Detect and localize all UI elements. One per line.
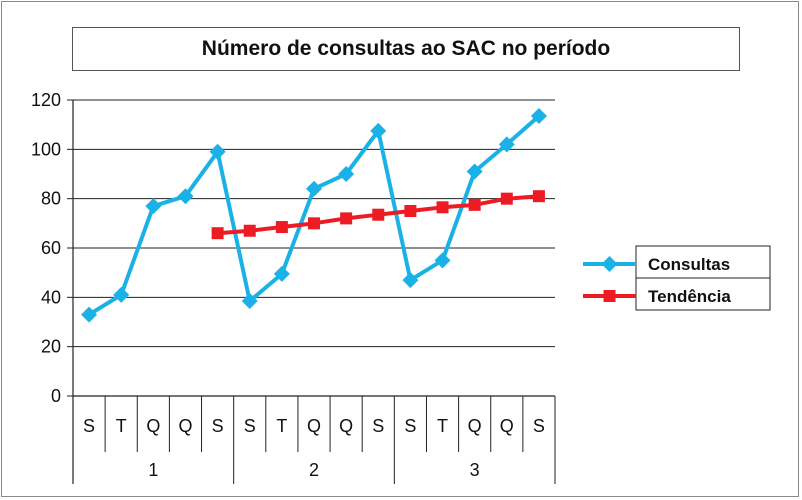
legend-label: Consultas	[648, 255, 730, 274]
x-group-label-1: 1	[148, 460, 158, 480]
x-category-label: S	[533, 416, 545, 436]
y-axis-ticks: 0 20 40 60 80 100 120	[31, 90, 73, 406]
data-point	[468, 198, 481, 211]
series-group	[81, 108, 547, 323]
y-tick-label-40: 40	[41, 287, 61, 307]
data-point	[338, 166, 355, 182]
data-point	[498, 136, 515, 153]
x-category-label: T	[276, 416, 287, 436]
x-category-label: Q	[468, 416, 482, 436]
series-tendência	[211, 190, 545, 240]
x-category-label: S	[244, 416, 256, 436]
y-tick-label-120: 120	[31, 90, 61, 110]
data-point	[436, 201, 449, 214]
series-consultas	[81, 108, 547, 323]
data-point	[308, 217, 320, 230]
legend: Consultas Tendência	[583, 245, 771, 311]
data-point	[241, 293, 258, 310]
x-group-label-3: 3	[470, 460, 480, 480]
legend-marker	[603, 290, 616, 302]
y-tick-label-20: 20	[41, 337, 61, 357]
data-point	[402, 272, 419, 289]
x-category-label: S	[404, 416, 416, 436]
data-point	[532, 190, 545, 203]
data-point	[306, 180, 322, 197]
data-point	[211, 227, 224, 240]
gridlines	[73, 99, 555, 348]
data-point	[113, 286, 130, 303]
x-axis-categories: S T Q Q S S T Q Q S S T Q Q S1 2 3	[72, 396, 556, 484]
x-category-label: Q	[178, 416, 192, 436]
data-point	[500, 192, 513, 205]
data-point	[209, 143, 226, 160]
legend-marker	[601, 256, 618, 272]
series-line	[88, 114, 541, 317]
x-category-label: T	[437, 416, 448, 436]
x-category-label: Q	[339, 416, 353, 436]
data-point	[275, 221, 288, 234]
x-category-label: S	[83, 416, 95, 436]
data-point	[340, 212, 353, 225]
data-point	[81, 306, 98, 323]
data-point	[466, 163, 483, 180]
data-point	[243, 224, 256, 237]
data-point	[434, 252, 451, 269]
x-category-label: Q	[307, 416, 321, 436]
x-category-label: T	[116, 416, 127, 436]
data-point	[273, 265, 290, 282]
y-tick-label-100: 100	[31, 139, 61, 159]
x-category-label: Q	[146, 416, 160, 436]
data-point	[370, 122, 387, 139]
y-tick-label-80: 80	[41, 189, 61, 209]
data-point	[530, 108, 547, 125]
x-group-label-2: 2	[309, 460, 319, 480]
data-point	[372, 208, 385, 221]
y-tick-label-60: 60	[41, 238, 61, 258]
chart-title: Número de consultas ao SAC no período	[72, 27, 740, 71]
y-tick-label-0: 0	[51, 386, 61, 406]
x-category-label: S	[372, 416, 384, 436]
data-point	[145, 198, 162, 215]
x-category-label: Q	[500, 416, 514, 436]
legend-label: Tendência	[648, 287, 731, 306]
x-category-label: S	[212, 416, 224, 436]
data-point	[404, 205, 417, 217]
data-point	[177, 188, 194, 205]
